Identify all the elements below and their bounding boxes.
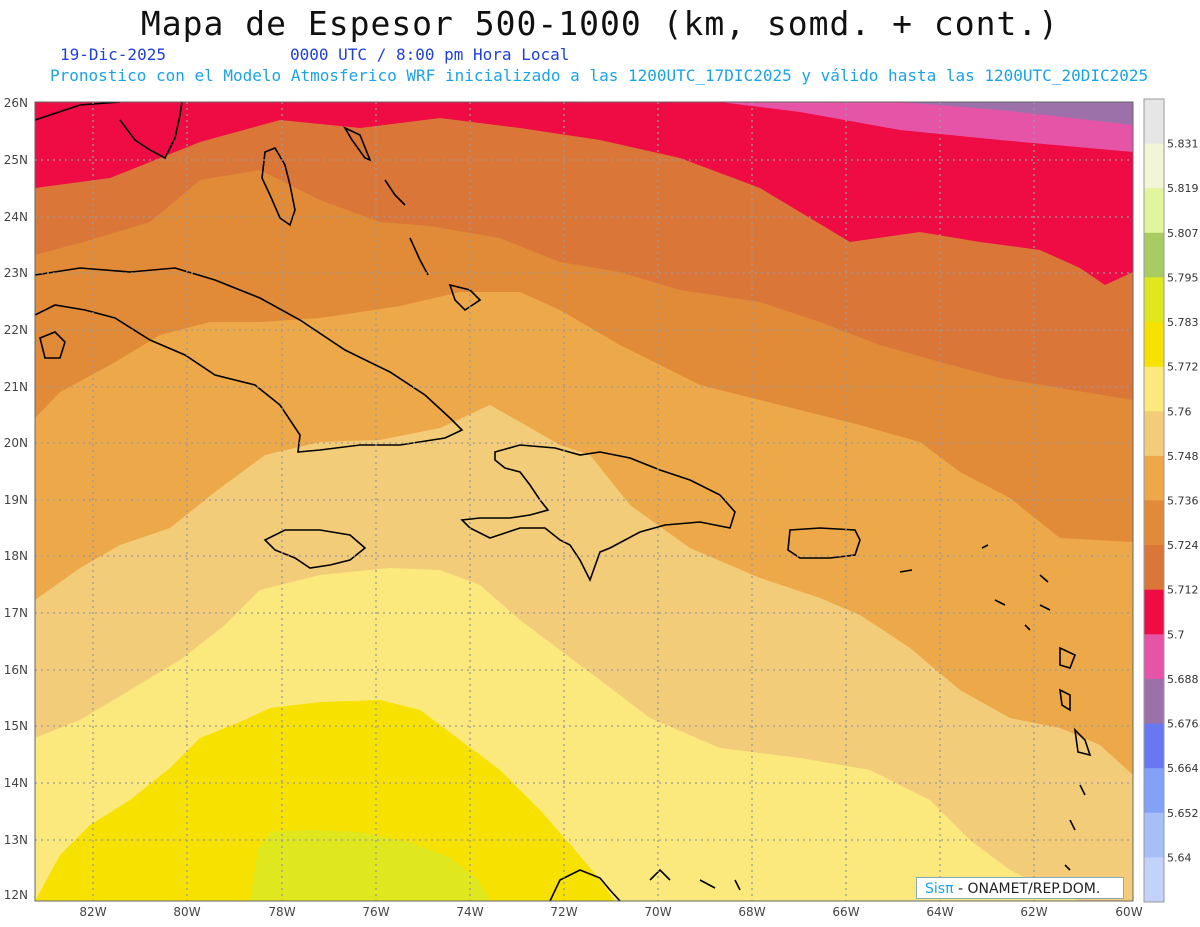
legend-label: 5.736 [1167,495,1199,508]
hispaniola-coast [460,444,736,583]
legend-frame [1143,98,1165,903]
forecast-time: 0000 UTC / 8:00 pm Hora Local [290,45,570,64]
lon-label: 74W [456,905,483,919]
legend-label: 5.7 [1167,628,1185,641]
jamaica-coast [263,529,367,569]
south-america-coast [549,868,741,901]
legend-label: 5.783 [1167,316,1199,329]
legend-swatch [1144,634,1164,680]
legend-swatch [1144,455,1164,501]
lon-label: 70W [644,905,671,919]
legend-label: 5.652 [1167,807,1199,820]
lon-label: 66W [832,905,859,919]
lon-label: 60W [1115,905,1142,919]
lon-label: 72W [550,905,577,919]
legend-swatch [1144,322,1164,368]
sispi-logo: Sisπ [925,881,954,897]
lat-label: 19N [4,493,28,507]
lon-label: 62W [1020,905,1047,919]
legend-swatch [1144,545,1164,591]
lon-label: 82W [79,905,106,919]
legend-label: 5.831 [1167,138,1199,151]
lat-label: 15N [4,719,28,733]
florida-coast [35,102,183,160]
legend-swatch [1144,812,1164,858]
legend-label: 5.664 [1167,762,1199,775]
bahamas-eleuthera [343,126,482,312]
lat-label: 14N [4,776,28,790]
lon-label: 78W [268,905,295,919]
lat-axis: 26N 25N 24N 23N 22N 21N 20N 19N 18N 17N … [4,96,28,902]
legend-swatch [1144,589,1164,635]
lon-axis: 82W 80W 78W 76W 74W 72W 70W 68W 66W 64W … [79,905,1142,919]
grid-lines [35,102,1133,901]
lat-label: 22N [4,323,28,337]
isla-juventud [39,331,66,359]
forecast-date: 19-Dic-2025 [60,45,166,64]
legend-label: 5.748 [1167,450,1199,463]
lat-label: 26N [4,96,28,110]
legend-swatch [1144,768,1164,814]
lat-label: 24N [4,210,28,224]
legend-swatch [1144,723,1164,769]
legend-label: 5.688 [1167,673,1199,686]
puerto-rico-coast [787,527,861,559]
legend-label: 5.712 [1167,584,1199,597]
lesser-antilles [899,544,1092,871]
legend-swatch [1144,411,1164,457]
legend-swatch [1144,143,1164,189]
lon-label: 80W [173,905,200,919]
legend-swatch [1144,188,1164,234]
lon-label: 64W [926,905,953,919]
lat-label: 20N [4,436,28,450]
legend-label: 5.772 [1167,361,1199,374]
credit-box: Sisπ - ONAMET/REP.DOM. [916,877,1124,899]
lon-label: 68W [738,905,765,919]
forecast-note: Pronostico con el Modelo Atmosferico WRF… [50,66,1149,85]
legend-swatch [1144,366,1164,412]
lat-label: 17N [4,606,28,620]
band-5.795 [250,830,490,901]
legend-swatch [1144,678,1164,724]
map-frame [34,101,1134,902]
lat-label: 25N [4,153,28,167]
legend-swatch [1144,232,1164,278]
color-legend: 5.831 5.819 5.807 5.795 5.783 5.772 5.76 5.748 5… [1143,98,1199,903]
legend-swatch [1144,500,1164,546]
legend-label: 5.64 [1167,851,1192,864]
bahamas-andros [261,147,296,227]
legend-label: 5.795 [1167,271,1199,284]
lon-label: 76W [362,905,389,919]
lat-label: 23N [4,266,28,280]
thickness-bands [35,102,1133,901]
legend-label: 5.76 [1167,405,1192,418]
legend-label: 5.819 [1167,182,1199,195]
lat-label: 18N [4,549,28,563]
map-title: Mapa de Espesor 500-1000 (km, somd. + co… [140,4,1060,43]
lat-label: 21N [4,380,28,394]
lat-label: 13N [4,833,28,847]
lat-label: 16N [4,663,28,677]
cuba-coast [35,267,464,453]
legend-swatch [1144,277,1164,323]
legend-label: 5.724 [1167,539,1199,552]
coastlines [35,102,1092,901]
legend-label: 5.676 [1167,718,1199,731]
legend-swatch [1144,857,1164,903]
legend-label: 5.807 [1167,227,1199,240]
credit-text: - ONAMET/REP.DOM. [953,881,1101,897]
legend-swatch [1144,99,1164,145]
lat-label: 12N [4,888,28,902]
